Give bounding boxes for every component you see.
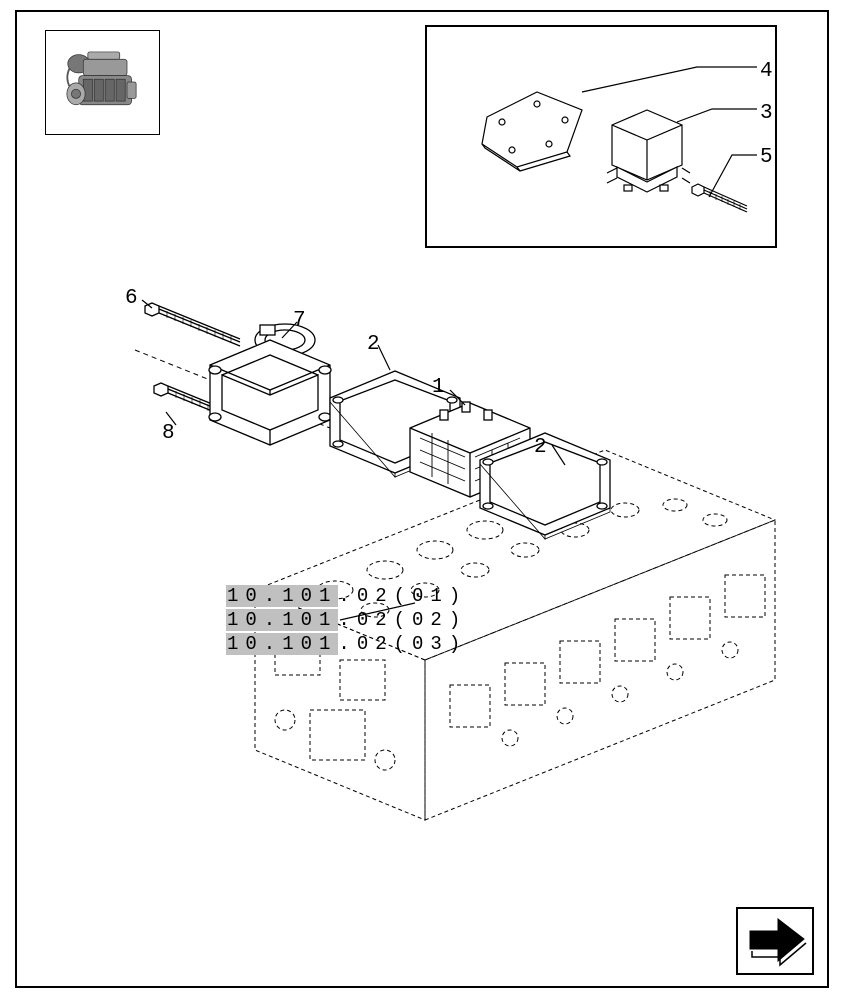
callout-3: 3 <box>760 102 779 125</box>
callout-1: 1 <box>432 376 451 399</box>
callout-5: 5 <box>760 146 779 169</box>
callout-2b: 2 <box>534 436 553 459</box>
nav-next-button[interactable] <box>736 907 814 975</box>
crossref-3: 10.101.02(03) <box>226 633 467 655</box>
engine-icon <box>54 41 149 123</box>
crossref-1: 10.101.02(01) <box>226 585 467 607</box>
callout-2a: 2 <box>367 333 386 356</box>
crossref-2: 10.101.02(02) <box>226 609 467 631</box>
crossref-2-rest: .02(02) <box>338 609 467 631</box>
inset-detail-box <box>425 25 777 248</box>
crossref-3-rest: .02(03) <box>338 633 467 655</box>
callout-4: 4 <box>760 60 779 83</box>
crossref-2-hl: 10.101 <box>226 609 338 631</box>
crossref-1-hl: 10.101 <box>226 585 338 607</box>
engine-thumbnail-box <box>45 30 160 135</box>
crossref-3-hl: 10.101 <box>226 633 338 655</box>
arrow-right-icon <box>738 909 816 977</box>
callout-6: 6 <box>125 287 144 310</box>
callout-8: 8 <box>162 422 181 445</box>
crossref-1-rest: .02(01) <box>338 585 467 607</box>
inset-drawing <box>427 27 779 250</box>
callout-7: 7 <box>293 309 312 332</box>
